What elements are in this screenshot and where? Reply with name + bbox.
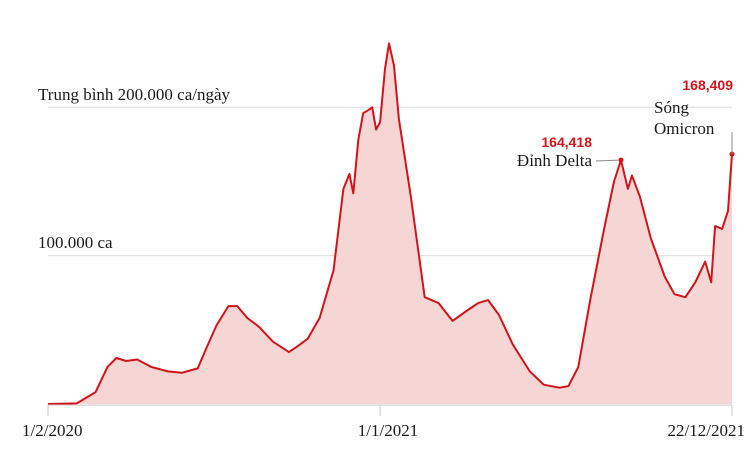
delta-peak-label: Đỉnh Delta — [517, 151, 593, 170]
delta-peak-marker — [618, 157, 624, 163]
gridline-labels: Trung bình 200.000 ca/ngày 100.000 ca — [38, 85, 231, 252]
series-area — [48, 43, 732, 404]
x-tick-label-3: 22/12/2021 — [668, 421, 745, 440]
series-line — [47, 42, 733, 405]
delta-leader-line — [595, 159, 618, 162]
x-tick-marks — [47, 405, 733, 416]
omicron-value: 168,409 — [682, 77, 733, 93]
x-tick-label-2: 1/1/2021 — [358, 421, 418, 440]
omicron-label-line-2: Omicron — [654, 119, 715, 138]
gridline-label-2: 100.000 ca — [38, 233, 113, 252]
x-tick-labels: 1/2/2020 1/1/2021 22/12/2021 — [22, 421, 745, 440]
gridline-label-1: Trung bình 200.000 ca/ngày — [38, 85, 231, 104]
delta-peak-value: 164,418 — [541, 134, 592, 150]
x-tick-label-1: 1/2/2020 — [22, 421, 82, 440]
omicron-label-line-1: Sóng — [654, 98, 689, 117]
